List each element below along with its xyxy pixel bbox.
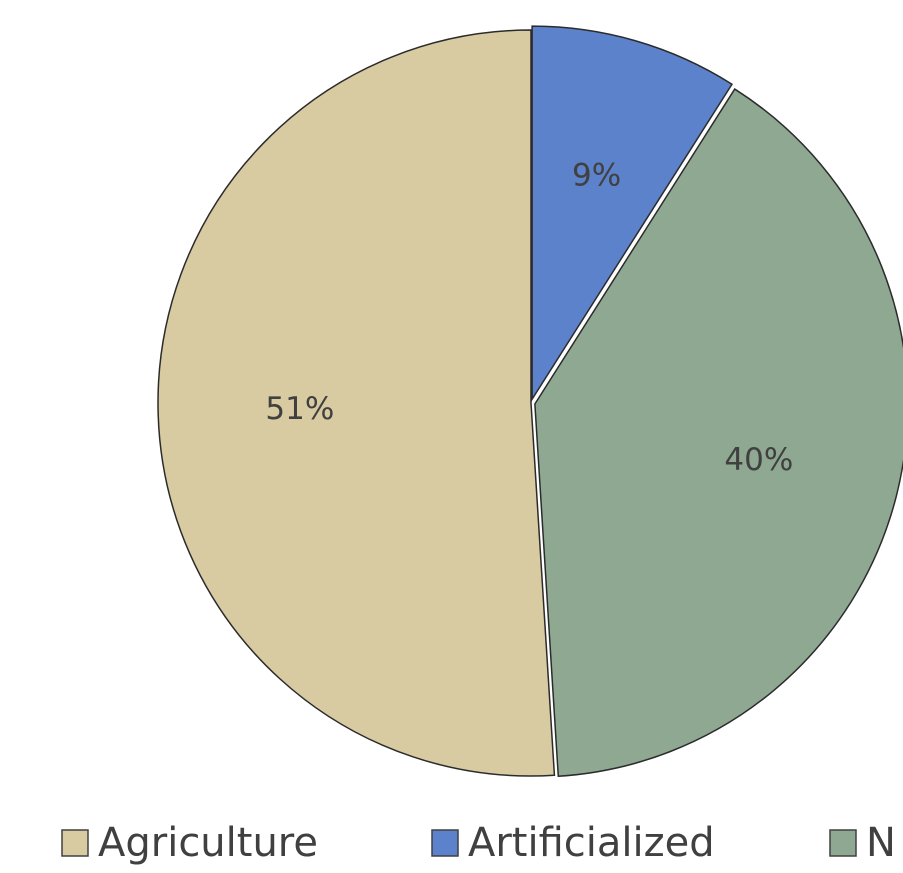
data-label-agriculture: 51% (265, 391, 334, 427)
legend-swatch-artificialized (431, 829, 459, 857)
pie-data-labels: 51% 9% 40% (265, 158, 793, 478)
legend-label-n: N (866, 820, 896, 866)
data-label-n: 40% (724, 442, 793, 478)
pie-slice-n (534, 88, 903, 778)
pie-slices (157, 25, 903, 778)
pie-slice-agriculture (157, 29, 556, 777)
legend-swatch-agriculture (61, 829, 89, 857)
legend: Agriculture Artificialized N (61, 820, 896, 866)
pie-slice-artificialized (531, 25, 734, 402)
data-label-artificialized: 9% (572, 158, 621, 194)
legend-swatch-n (829, 829, 857, 857)
legend-label-agriculture: Agriculture (98, 820, 318, 866)
legend-label-artificialized: Artificialized (468, 820, 715, 866)
